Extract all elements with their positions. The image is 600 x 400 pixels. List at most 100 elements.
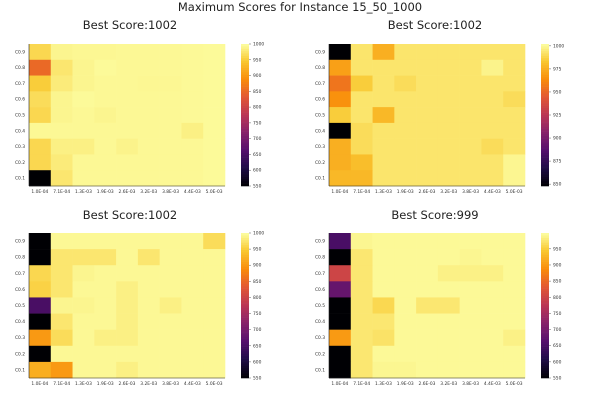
colorbar-segment — [541, 77, 549, 80]
colorbar-segment — [541, 278, 549, 282]
heatmap-cell — [503, 249, 526, 266]
y-tick-label: C0.5 — [315, 303, 325, 309]
heatmap-cell — [503, 75, 526, 92]
heatmap-cell — [159, 345, 182, 363]
panel-title: Best Score:1002 — [83, 18, 177, 32]
colorbar-tick-label: 700 — [253, 327, 262, 333]
colorbar-segment — [241, 252, 249, 256]
heatmap-cell — [72, 44, 95, 61]
y-tick-label: C0.3 — [15, 335, 25, 341]
heatmap-cell — [159, 59, 182, 76]
heatmap-cell — [372, 59, 395, 76]
heatmap-cell — [437, 170, 460, 187]
colorbar-segment — [241, 143, 249, 147]
colorbar-segment — [541, 176, 549, 180]
heatmap-cell — [159, 249, 182, 266]
colorbar-segment — [241, 368, 249, 372]
heatmap-cell — [29, 297, 52, 314]
x-tick-label: 3.8E-03 — [462, 189, 479, 195]
colorbar-segment — [241, 317, 249, 321]
x-tick-label: 2.6E-03 — [119, 381, 136, 387]
heatmap-cell — [203, 281, 226, 298]
colorbar-segment — [541, 79, 549, 83]
heatmap-cell — [329, 91, 352, 108]
heatmap-cell — [203, 345, 226, 363]
heatmap-cell — [372, 329, 395, 347]
panel-title: Best Score:1002 — [388, 18, 482, 32]
colorbar-segment — [541, 315, 549, 318]
heatmap-cell — [372, 44, 395, 61]
x-tick-label: 1.0E-04 — [331, 189, 348, 195]
heatmap-cell — [459, 44, 482, 61]
heatmap-cell — [459, 329, 482, 347]
heatmap-cell — [394, 170, 417, 187]
heatmap-cell — [159, 75, 182, 92]
colorbar-segment — [241, 278, 249, 282]
colorbar-segment — [541, 105, 549, 109]
heatmap-cell — [503, 122, 526, 139]
colorbar-tick-label: 900 — [553, 262, 562, 268]
colorbar-segment — [241, 98, 249, 102]
heatmap-cell — [94, 59, 117, 76]
heatmap-cell — [50, 249, 73, 266]
heatmap-cell — [181, 297, 204, 314]
heatmap-cell — [416, 59, 439, 76]
heatmap-cell — [503, 361, 526, 379]
colorbar-segment — [541, 341, 549, 345]
heatmap-cell — [181, 91, 204, 108]
heatmap-cell — [350, 249, 373, 266]
y-tick-label: C0.7 — [315, 81, 325, 87]
heatmap-cell — [72, 233, 95, 250]
colorbar-segment — [241, 138, 249, 142]
colorbar-tick-label: 750 — [253, 120, 262, 126]
heatmap-cell — [481, 59, 504, 76]
heatmap-cell — [159, 44, 182, 61]
heatmap-cell — [137, 313, 160, 330]
colorbar-segment — [241, 88, 249, 92]
colorbar: 550 600 650 700 750 800 850 900 950 1000 — [241, 42, 264, 190]
heatmap-cell — [29, 265, 52, 282]
colorbar-segment — [241, 249, 249, 253]
colorbar-segment — [241, 174, 249, 177]
y-tick-label: C0.5 — [15, 113, 25, 119]
heatmap-cell — [394, 107, 417, 124]
colorbar-segment — [541, 126, 549, 130]
colorbar-tick-label: 750 — [553, 311, 562, 317]
colorbar-segment — [541, 349, 549, 352]
heatmap-cell — [94, 138, 117, 155]
heatmap-cell — [394, 297, 417, 314]
colorbar-segment — [241, 298, 249, 301]
colorbar-segment — [541, 65, 549, 68]
colorbar-segment — [541, 329, 549, 333]
colorbar-segment — [541, 257, 549, 260]
colorbar-segment — [241, 257, 249, 260]
heatmap-cell — [181, 154, 204, 171]
heatmap-cell — [181, 249, 204, 266]
colorbar-segment — [241, 373, 249, 376]
heatmap-cell — [203, 107, 226, 124]
heatmap-panel-2: Best Score:1002 1.0E-04 7.1E-04 1.3E-03 1.9E… — [315, 18, 564, 195]
heatmap-cell — [181, 59, 204, 76]
colorbar-segment — [241, 303, 249, 306]
heatmap-cell — [94, 233, 117, 250]
heatmap-cell — [437, 297, 460, 314]
colorbar-segment — [241, 110, 249, 113]
colorbar-segment — [241, 286, 249, 289]
heatmap-cell — [137, 265, 160, 282]
heatmap-cell — [459, 122, 482, 139]
colorbar-segment — [241, 141, 249, 144]
heatmap-cell — [203, 233, 226, 250]
heatmap-cell — [394, 265, 417, 282]
heatmap-cell — [50, 138, 73, 155]
y-tick-label: C0.7 — [15, 271, 25, 277]
heatmap-cell — [350, 122, 373, 139]
heatmap-cell — [329, 170, 352, 187]
colorbar-segment — [241, 171, 249, 175]
colorbar-segment — [541, 235, 549, 239]
heatmap-cell — [437, 59, 460, 76]
colorbar-segment — [241, 183, 249, 187]
heatmap-cell — [94, 107, 117, 124]
colorbar-tick-label: 950 — [253, 57, 262, 63]
heatmap-cell — [159, 122, 182, 139]
colorbar-segment — [241, 145, 249, 149]
